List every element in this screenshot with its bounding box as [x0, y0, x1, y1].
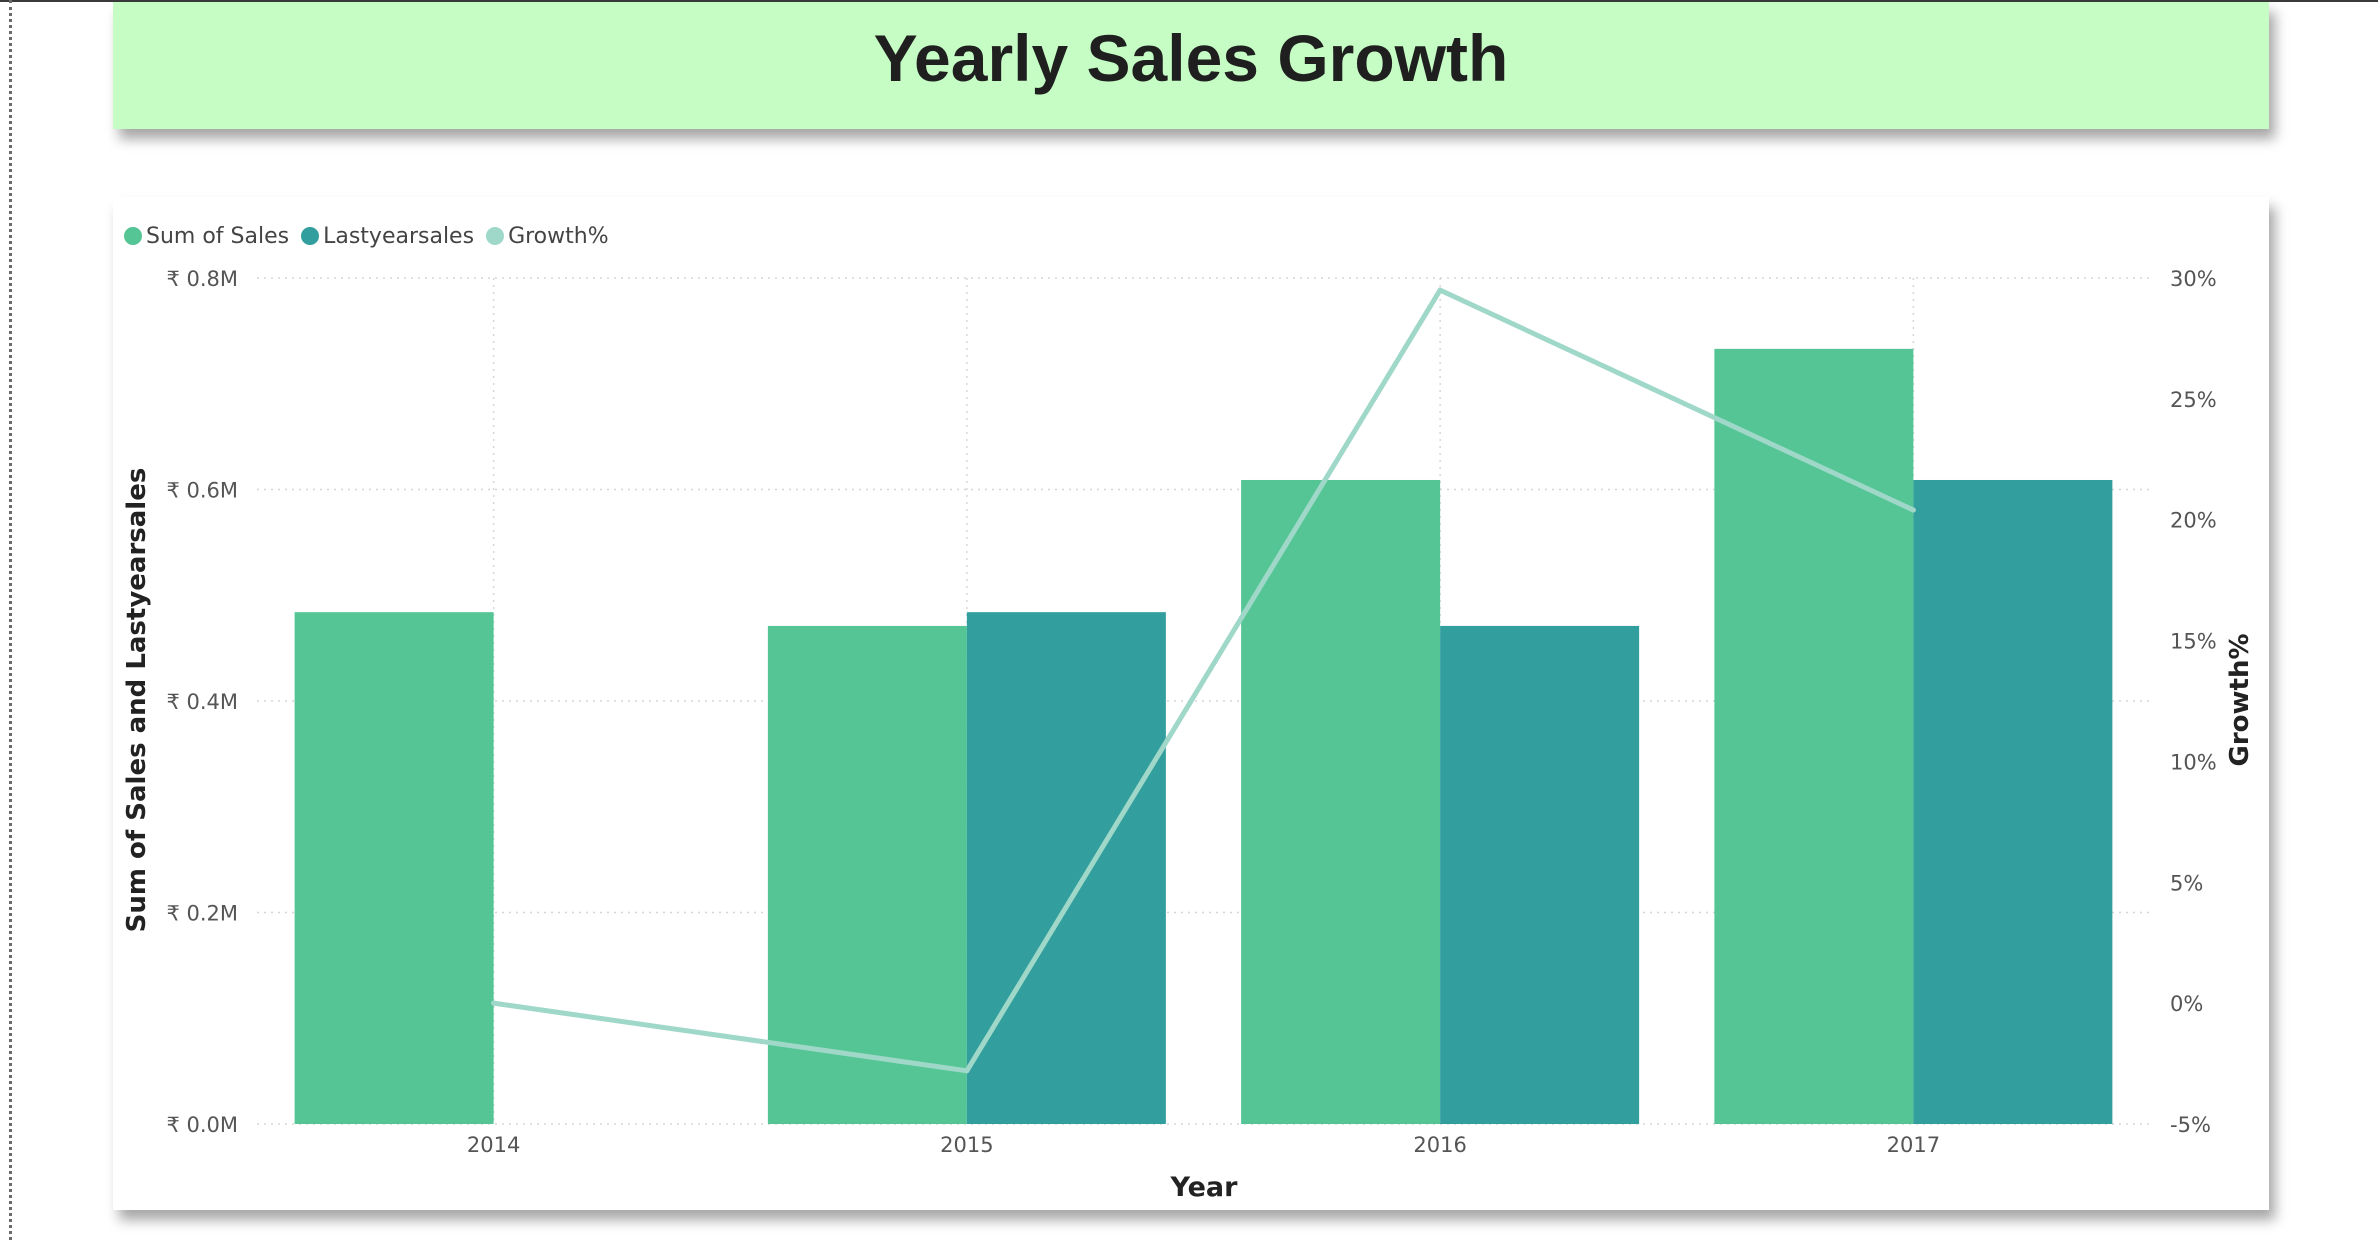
x-axis-title: Year: [1170, 1172, 1239, 1203]
y-tick-label: ₹ 0.6M: [166, 479, 238, 503]
y-axis-title: Sum of Sales and Lastyearsales: [122, 468, 152, 933]
bar-sum-of-sales-2015[interactable]: [767, 625, 967, 1124]
y2-tick-label: 20%: [2170, 509, 2217, 533]
legend-label: Lastyearsales: [323, 223, 475, 249]
y2-tick-label: 0%: [2170, 992, 2203, 1016]
x-tick-label: 2015: [940, 1133, 993, 1157]
page-top-border: [0, 0, 2378, 2]
point-growth-2017[interactable]: [1910, 507, 1916, 513]
bar-sum-of-sales-2016[interactable]: [1241, 479, 1441, 1124]
title-card: Yearly Sales Growth: [113, 2, 2269, 129]
legend-dot-icon: [486, 227, 505, 245]
y2-tick-label: 30%: [2170, 267, 2217, 291]
bar-lastyearsales-2016[interactable]: [1440, 625, 1640, 1124]
x-tick-label: 2017: [1887, 1133, 1940, 1157]
y-tick-label: ₹ 0.8M: [166, 267, 238, 291]
legend-label: Sum of Sales: [146, 223, 290, 249]
point-growth-2015[interactable]: [964, 1068, 970, 1074]
chart-legend: Sum of Sales Lastyearsales Growth%: [124, 221, 609, 251]
y2-tick-label: 10%: [2170, 750, 2217, 774]
legend-item-lastyearsales[interactable]: Lastyearsales: [301, 224, 474, 249]
y-tick-label: ₹ 0.4M: [166, 690, 238, 714]
bar-lastyearsales-2015[interactable]: [966, 612, 1166, 1124]
x-tick-label: 2016: [1413, 1133, 1466, 1157]
y2-tick-label: -5%: [2170, 1113, 2211, 1137]
legend-dot-icon: [301, 227, 320, 245]
y-tick-label: ₹ 0.0M: [166, 1113, 238, 1137]
legend-item-sum-of-sales[interactable]: Sum of Sales: [124, 224, 289, 249]
bar-sum-of-sales-2014[interactable]: [294, 612, 494, 1124]
x-tick-label: 2014: [467, 1133, 520, 1157]
y-tick-label: ₹ 0.2M: [166, 902, 238, 926]
point-growth-2016[interactable]: [1437, 287, 1443, 293]
legend-label: Growth%: [508, 223, 609, 249]
bar-lastyearsales-2017[interactable]: [1913, 479, 2113, 1124]
legend-item-growth[interactable]: Growth%: [486, 224, 609, 249]
page-title: Yearly Sales Growth: [873, 20, 1509, 95]
point-growth-2014[interactable]: [491, 1000, 497, 1006]
page-left-border: [9, 0, 12, 1240]
y2-tick-label: 5%: [2170, 871, 2203, 895]
y2-tick-label: 15%: [2170, 630, 2217, 654]
line-growth[interactable]: [491, 287, 1916, 1074]
y2-axis-title: Growth%: [2225, 633, 2255, 766]
bar-sum-of-sales-2017[interactable]: [1714, 348, 1914, 1124]
legend-dot-icon: [124, 227, 142, 245]
y2-tick-label: 25%: [2170, 388, 2217, 412]
